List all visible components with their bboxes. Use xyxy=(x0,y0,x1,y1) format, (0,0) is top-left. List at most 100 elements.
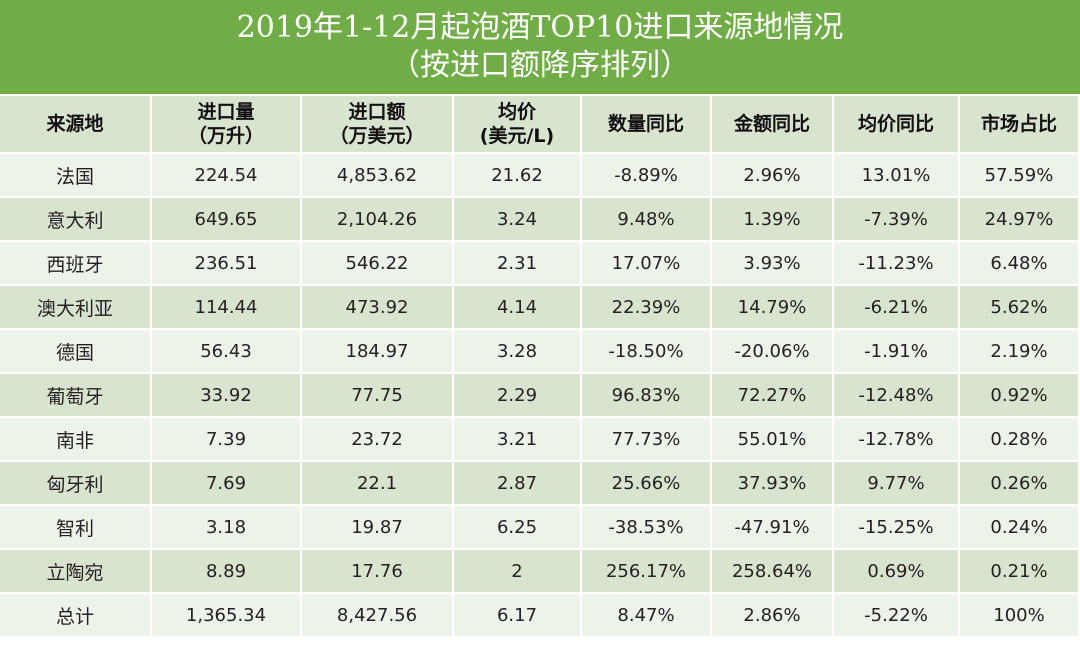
table-cell: -18.50% xyxy=(582,330,712,374)
table-cell: -8.89% xyxy=(582,154,712,198)
table-cell: 23.72 xyxy=(302,418,454,462)
table-cell: 0.26% xyxy=(960,462,1080,506)
table-row: 西班牙 236.51 546.22 2.31 17.07% 3.93% -11.23% 6.4… xyxy=(0,242,1080,286)
table-body: 法国 224.54 4,853.62 21.62 -8.89% 2.96% 13.01% 57… xyxy=(0,154,1080,638)
table-cell: 2 xyxy=(454,550,582,594)
table-cell: -15.25% xyxy=(834,506,960,550)
table-row: 葡萄牙 33.92 77.75 2.29 96.83% 72.27% -12.48% 0.92… xyxy=(0,374,1080,418)
table-cell: -20.06% xyxy=(712,330,834,374)
table-cell: 55.01% xyxy=(712,418,834,462)
column-header-label: 来源地 xyxy=(46,113,104,135)
source-country-cell: 葡萄牙 xyxy=(0,374,152,418)
table-cell: 17.76 xyxy=(302,550,454,594)
table-cell: 72.27% xyxy=(712,374,834,418)
table-cell: 22.1 xyxy=(302,462,454,506)
table-cell: -11.23% xyxy=(834,242,960,286)
table-row: 智利 3.18 19.87 6.25 -38.53% -47.91% -15.25% 0.24… xyxy=(0,506,1080,550)
table-cell: -12.78% xyxy=(834,418,960,462)
table-cell: 473.92 xyxy=(302,286,454,330)
table-cell: 13.01% xyxy=(834,154,960,198)
table-cell: 546.22 xyxy=(302,242,454,286)
table-cell: 2.86% xyxy=(712,594,834,638)
table-cell: 114.44 xyxy=(152,286,302,330)
table-cell: 4.14 xyxy=(454,286,582,330)
table-cell: 1.39% xyxy=(712,198,834,242)
table-cell: 4,853.62 xyxy=(302,154,454,198)
table-cell: 0.24% xyxy=(960,506,1080,550)
table-cell: 8,427.56 xyxy=(302,594,454,638)
table-row: 意大利 649.65 2,104.26 3.24 9.48% 1.39% -7.39% 24.… xyxy=(0,198,1080,242)
column-header: 进口额 （万美元） xyxy=(302,96,454,154)
source-country-cell: 澳大利亚 xyxy=(0,286,152,330)
table-cell: -47.91% xyxy=(712,506,834,550)
table-cell: 77.73% xyxy=(582,418,712,462)
table-cell: 33.92 xyxy=(152,374,302,418)
table-cell: 9.48% xyxy=(582,198,712,242)
table-cell: 5.62% xyxy=(960,286,1080,330)
table-cell: 8.47% xyxy=(582,594,712,638)
table-cell: 6.25 xyxy=(454,506,582,550)
column-header-label: 均价 xyxy=(497,101,536,123)
table-cell: 2.96% xyxy=(712,154,834,198)
column-header-unit: （万升） xyxy=(187,125,264,147)
table-cell: 0.28% xyxy=(960,418,1080,462)
table-cell: -7.39% xyxy=(834,198,960,242)
table-cell: 57.59% xyxy=(960,154,1080,198)
table-cell: 649.65 xyxy=(152,198,302,242)
table-cell: 3.28 xyxy=(454,330,582,374)
source-country-cell: 智利 xyxy=(0,506,152,550)
table-cell: 21.62 xyxy=(454,154,582,198)
table-cell: 256.17% xyxy=(582,550,712,594)
table-cell: 2.87 xyxy=(454,462,582,506)
table-cell: -6.21% xyxy=(834,286,960,330)
table-cell: 56.43 xyxy=(152,330,302,374)
table-cell: 3.21 xyxy=(454,418,582,462)
table-cell: -1.91% xyxy=(834,330,960,374)
source-country-cell: 意大利 xyxy=(0,198,152,242)
table-cell: 0.92% xyxy=(960,374,1080,418)
table-cell: 184.97 xyxy=(302,330,454,374)
source-country-cell: 西班牙 xyxy=(0,242,152,286)
table-cell: 19.87 xyxy=(302,506,454,550)
table-cell: 0.21% xyxy=(960,550,1080,594)
column-header: 进口量 （万升） xyxy=(152,96,302,154)
table-cell: 6.17 xyxy=(454,594,582,638)
table-cell: 96.83% xyxy=(582,374,712,418)
table-title: 2019年1-12月起泡酒TOP10进口来源地情况 （按进口额降序排列） xyxy=(0,0,1080,94)
table-cell: 2.29 xyxy=(454,374,582,418)
table-cell: 236.51 xyxy=(152,242,302,286)
table-cell: 2,104.26 xyxy=(302,198,454,242)
table-row: 匈牙利 7.69 22.1 2.87 25.66% 37.93% 9.77% 0.26% xyxy=(0,462,1080,506)
table-cell: 3.93% xyxy=(712,242,834,286)
table-cell: -38.53% xyxy=(582,506,712,550)
table-cell: 0.69% xyxy=(834,550,960,594)
table-cell: 8.89 xyxy=(152,550,302,594)
column-header-label: 市场占比 xyxy=(980,113,1057,135)
source-country-cell: 立陶宛 xyxy=(0,550,152,594)
column-header-label: 进口额 xyxy=(348,101,406,123)
table-cell: -5.22% xyxy=(834,594,960,638)
table-cell: 258.64% xyxy=(712,550,834,594)
table-row: 总计 1,365.34 8,427.56 6.17 8.47% 2.86% -5.22% 10… xyxy=(0,594,1080,638)
table-cell: 3.18 xyxy=(152,506,302,550)
column-header-label: 金额同比 xyxy=(733,113,810,135)
header-row: 来源地 进口量 （万升） 进口额 （万美元） 均价 (美元/L) 数量同比 金额同比 均价同比 市场… xyxy=(0,96,1080,154)
column-header-unit: (美元/L) xyxy=(479,125,555,147)
title-line-2: （按进口额降序排列） xyxy=(390,48,690,83)
column-header-label: 均价同比 xyxy=(857,113,934,135)
source-country-cell: 匈牙利 xyxy=(0,462,152,506)
column-header: 来源地 xyxy=(0,96,152,154)
table-cell: 2.19% xyxy=(960,330,1080,374)
source-country-cell: 法国 xyxy=(0,154,152,198)
table-cell: 37.93% xyxy=(712,462,834,506)
column-header: 金额同比 xyxy=(712,96,834,154)
table-row: 立陶宛 8.89 17.76 2 256.17% 258.64% 0.69% 0.21% xyxy=(0,550,1080,594)
table-cell: 17.07% xyxy=(582,242,712,286)
table-cell: 1,365.34 xyxy=(152,594,302,638)
table-row: 德国 56.43 184.97 3.28 -18.50% -20.06% -1.91% 2.1… xyxy=(0,330,1080,374)
column-header-label: 数量同比 xyxy=(607,113,684,135)
table-cell: 14.79% xyxy=(712,286,834,330)
source-country-cell: 德国 xyxy=(0,330,152,374)
source-country-cell: 南非 xyxy=(0,418,152,462)
